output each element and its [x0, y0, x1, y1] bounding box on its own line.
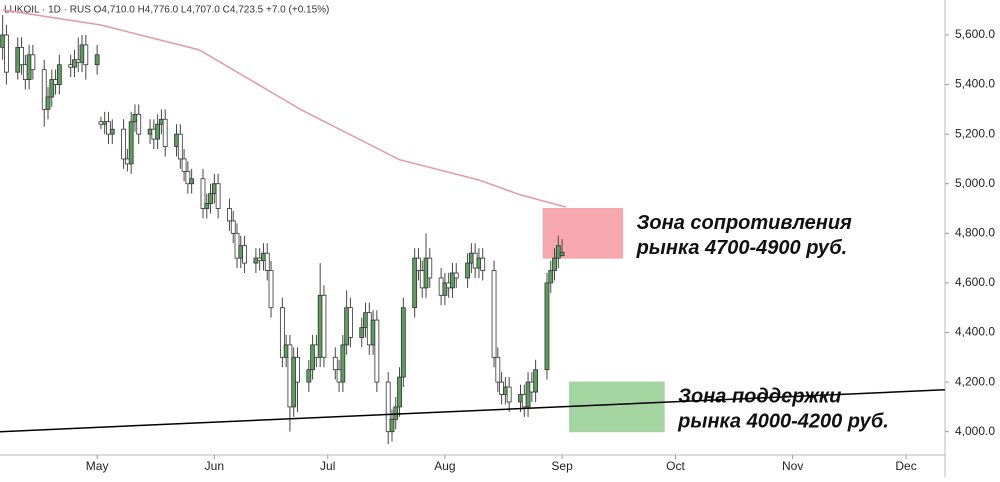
candle-body: [242, 245, 247, 264]
candle-body: [533, 369, 539, 393]
candle-body: [397, 376, 402, 408]
candle-body: [181, 158, 187, 172]
candle-body: [525, 381, 531, 408]
candle-body: [385, 381, 391, 433]
y-tick-label: 5,000.0: [955, 176, 995, 190]
zone: [569, 381, 665, 433]
x-tick-label: Jun: [205, 459, 224, 473]
candle-body: [56, 64, 62, 85]
y-tick-label: 4,800.0: [955, 225, 995, 239]
zone-label: рынка 4700-4900 руб.: [636, 237, 848, 259]
x-tick-label: Oct: [666, 459, 685, 473]
zone-label: рынка 4000-4200 руб.: [677, 410, 889, 432]
candle-body: [162, 118, 168, 147]
candle-body: [49, 79, 55, 98]
candle-body: [121, 128, 127, 160]
candle-body: [30, 54, 36, 71]
candle-body: [109, 128, 115, 135]
candle-body: [491, 270, 497, 358]
zone: [542, 208, 624, 259]
candle-body: [4, 34, 9, 73]
candle-body: [185, 170, 191, 185]
y-tick-label: 4,400.0: [955, 325, 995, 339]
candle-body: [155, 123, 161, 140]
candle-body: [94, 54, 100, 66]
y-tick-label: 5,600.0: [955, 27, 995, 41]
y-tick-label: 4,200.0: [955, 374, 995, 388]
candle-body: [548, 270, 554, 284]
candle-body: [393, 406, 399, 420]
candle-body: [400, 307, 406, 378]
y-tick-label: 4,000.0: [955, 424, 995, 438]
candle-body: [200, 178, 206, 209]
candle-body: [332, 356, 338, 371]
y-tick-label: 4,600.0: [955, 275, 995, 289]
candle-body: [227, 208, 232, 222]
candle-body: [268, 270, 274, 309]
candle-body: [348, 307, 353, 338]
candle-body: [72, 59, 77, 68]
candle-body: [306, 369, 312, 383]
moving-average: [2, 9, 567, 208]
candle-body: [45, 96, 51, 110]
candle-body: [189, 178, 195, 185]
candle-body: [374, 319, 380, 383]
candle-body: [559, 251, 565, 257]
candle-body: [321, 294, 327, 358]
y-tick-label: 5,400.0: [955, 77, 995, 91]
candle-body: [340, 344, 346, 383]
candle-body: [506, 386, 512, 403]
candle-body: [279, 307, 285, 358]
candle-body: [19, 46, 24, 66]
candle-body: [427, 257, 433, 279]
y-tick-label: 5,200.0: [955, 126, 995, 140]
candle-body: [41, 69, 47, 110]
x-tick-label: Jul: [320, 459, 335, 473]
candle-body: [465, 262, 470, 279]
x-tick-label: Aug: [434, 459, 455, 473]
candle-body: [453, 272, 459, 279]
candle-body: [204, 203, 210, 209]
candle-body: [389, 418, 395, 433]
zone-label: Зона поддержки: [678, 385, 841, 407]
candle-body: [230, 220, 236, 234]
candle-body: [295, 356, 300, 383]
x-tick-label: Dec: [895, 459, 916, 473]
candle-body: [495, 356, 501, 383]
candle-body: [442, 282, 448, 296]
candle-body: [552, 257, 557, 271]
zone-label: Зона сопротивления: [637, 212, 852, 234]
candle-body: [106, 121, 111, 135]
candle-body: [450, 272, 455, 289]
candle-body: [128, 121, 134, 165]
candle-body: [480, 257, 486, 271]
trend-line: [0, 389, 946, 433]
candle-body: [208, 193, 213, 204]
candle-body: [215, 183, 221, 209]
x-tick-label: May: [86, 459, 109, 473]
candle-body: [83, 44, 89, 66]
candle-body: [416, 257, 421, 271]
candle-body: [264, 252, 270, 271]
x-tick-label: Sep: [551, 459, 573, 473]
x-tick-label: Nov: [782, 459, 803, 473]
symbol-header: LUKOIL · 1D · RUS O4,710.0 H4,776.0 L4,7…: [4, 5, 329, 16]
candle-body: [359, 327, 365, 338]
candle-body: [412, 257, 418, 309]
candle-body: [136, 113, 142, 135]
candle-body: [544, 282, 550, 371]
candle-body: [177, 133, 183, 160]
